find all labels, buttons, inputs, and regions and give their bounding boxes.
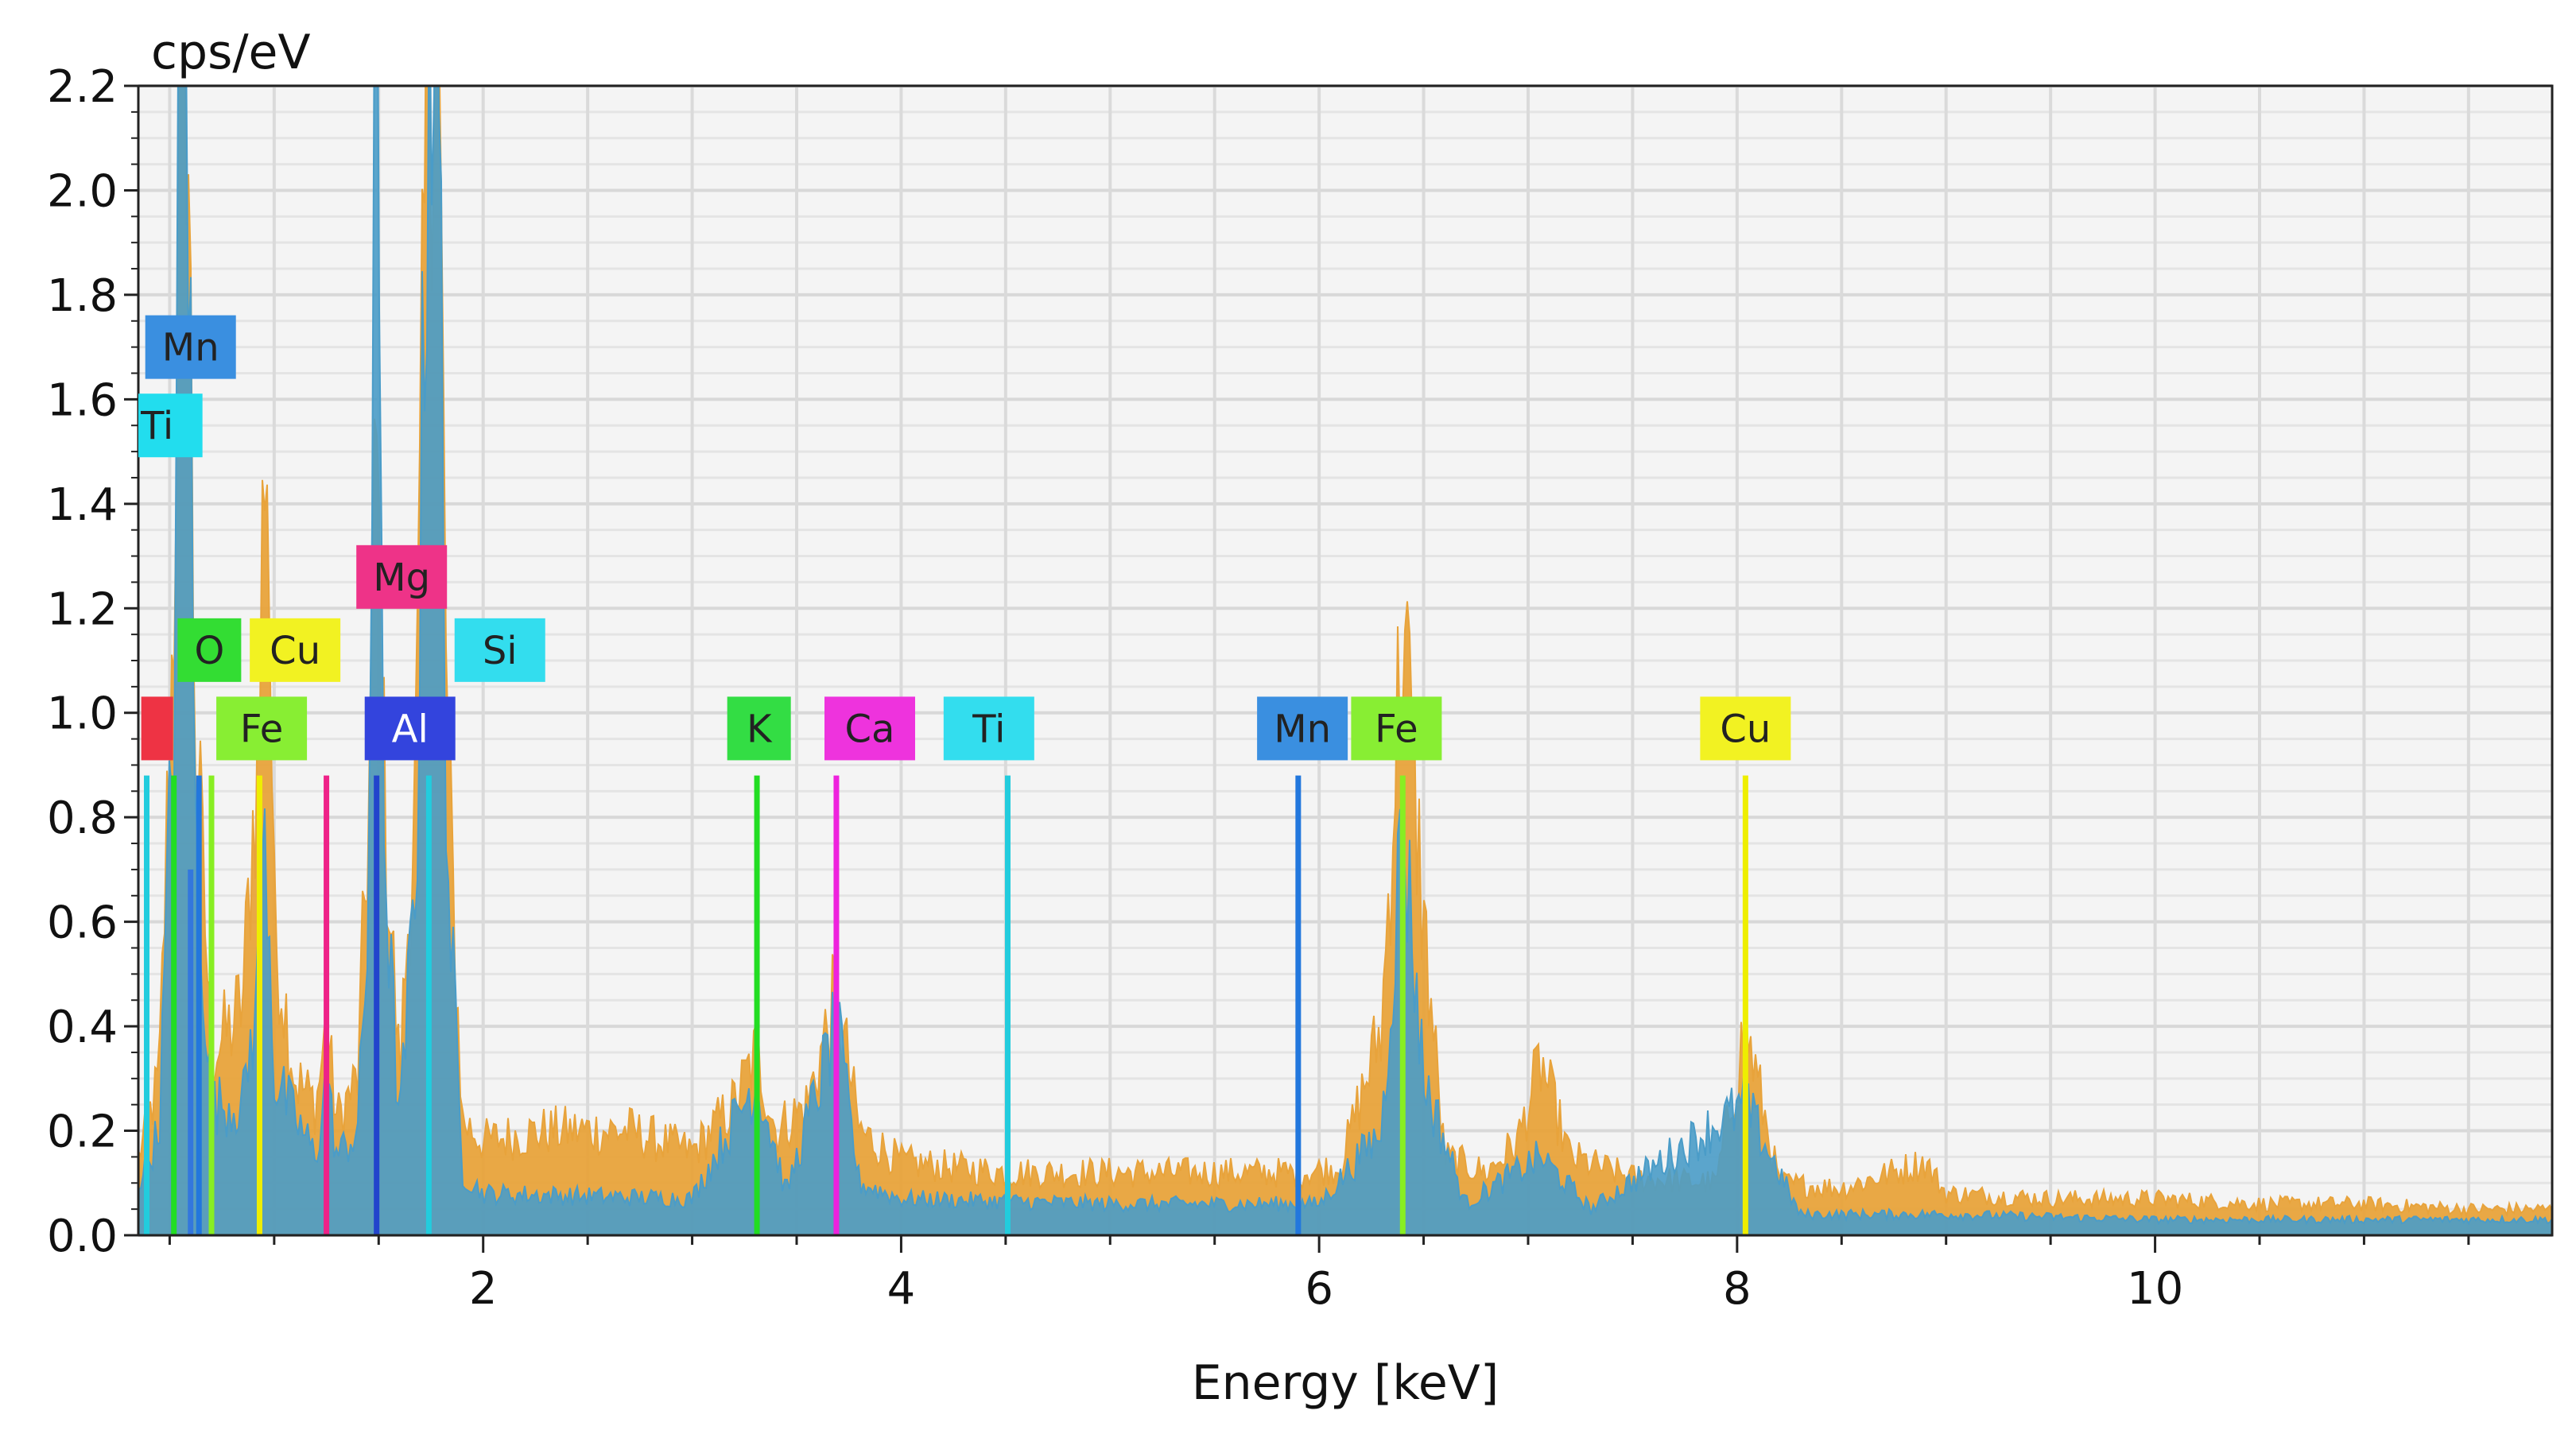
x-tick-label: 10: [2127, 1263, 2183, 1315]
y-axis-title: cps/eV: [151, 25, 311, 80]
element-label-box: [364, 696, 456, 761]
element-label-box: [356, 544, 448, 609]
y-tick-label: 2.2: [47, 61, 118, 113]
element-label: Ca: [845, 707, 895, 751]
element-label: Ti: [972, 707, 1005, 751]
element-label: Fe: [240, 707, 284, 751]
x-tick-label: 4: [887, 1263, 916, 1315]
element-label: Mn: [1274, 707, 1331, 751]
series-layer: [138, 86, 2552, 1235]
y-tick-label: 1.2: [47, 583, 118, 635]
element-label: Al: [392, 707, 429, 751]
x-axis-title: Energy [keV]: [1192, 1355, 1499, 1411]
element-label-box: [1700, 696, 1791, 761]
element-label: Cu: [1720, 707, 1771, 751]
element-label: Si: [483, 629, 518, 673]
element-label: Cu: [270, 629, 320, 673]
x-tick-label: 8: [1723, 1263, 1752, 1315]
element-label-layer: Mn Ti Mg O Cu Si Fe Al K Ca Ti Mn Fe Cu: [138, 315, 1791, 761]
element-label: Mg: [373, 556, 430, 600]
x-tick-label: 6: [1305, 1263, 1333, 1315]
element-label-box: [138, 393, 203, 458]
y-tick-label: 0.2: [47, 1106, 118, 1158]
element-label-box: [824, 696, 915, 761]
element-label-box: [141, 696, 173, 761]
element-label: K: [747, 707, 773, 751]
x-tick-label: 2: [469, 1263, 498, 1315]
element-label-box: [145, 315, 236, 379]
element-label-box: [250, 618, 341, 682]
element-label-box: [943, 696, 1034, 761]
y-tick-label: 1.6: [47, 374, 118, 426]
y-tick-label: 0.0: [47, 1211, 118, 1262]
element-label: Mn: [162, 326, 219, 370]
element-label-box: [454, 618, 545, 682]
element-label-box: [727, 696, 791, 761]
element-label: Ti: [140, 404, 173, 448]
element-label: O: [194, 629, 224, 673]
y-tick-label: 2.0: [47, 165, 118, 217]
element-label-box: [216, 696, 308, 761]
y-tick-label: 1.0: [47, 688, 118, 740]
element-label-box: [1257, 696, 1348, 761]
spectrum-series-2: [138, 86, 2552, 1235]
y-tick-label: 0.6: [47, 897, 118, 949]
element-label: Fe: [1375, 707, 1418, 751]
element-label-box: [177, 618, 242, 682]
y-tick-label: 1.8: [47, 270, 118, 322]
y-tick-label: 0.8: [47, 793, 118, 844]
y-tick-label: 1.4: [47, 479, 118, 531]
axes-layer: 0.0 0.2 0.4 0.6 0.8 1.0 1.2 1.4 1.6 1.8 2.0 2.2 2 4 6 8…: [47, 61, 2470, 1315]
y-tick-label: 0.4: [47, 1002, 118, 1053]
element-label-box: [1351, 696, 1442, 761]
element-marker-layer: [144, 775, 1748, 1235]
